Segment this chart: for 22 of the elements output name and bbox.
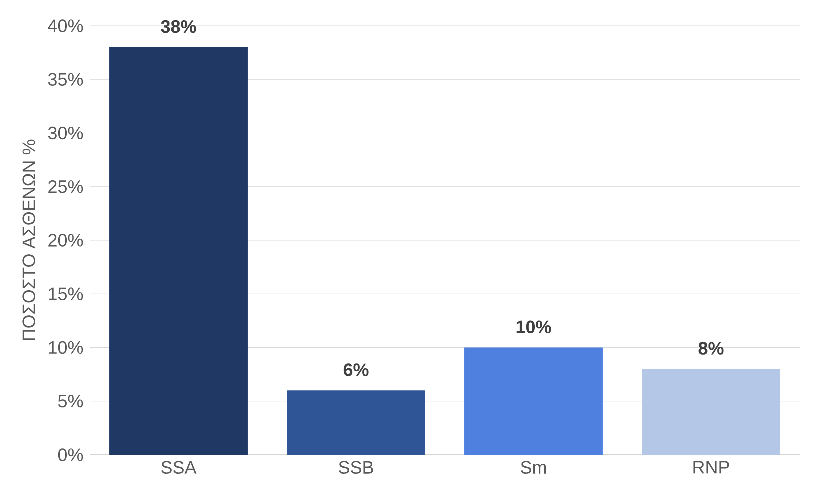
data-label: 8%	[698, 342, 724, 355]
x-tick-label: RNP	[694, 461, 730, 474]
x-tick-label: Sm	[521, 461, 546, 474]
y-tick-label: 20%	[48, 234, 84, 247]
y-tick-label: 30%	[48, 126, 84, 140]
y-tick-label: 35%	[48, 73, 84, 86]
bar	[642, 369, 780, 455]
data-label: 10%	[516, 320, 552, 334]
y-tick-label: 40%	[48, 20, 84, 32]
y-tick-label: 10%	[49, 341, 84, 354]
data-label: 6%	[344, 364, 369, 376]
y-tick-label: 25%	[48, 180, 84, 194]
y-tick-label: 5%	[58, 395, 84, 408]
bar	[464, 348, 603, 455]
y-tick-label: 15%	[49, 288, 84, 300]
y-tick-label: 0%	[58, 448, 84, 462]
bar	[287, 390, 426, 455]
x-tick-label: SSB	[339, 461, 374, 474]
x-tick-label: SSA	[162, 461, 197, 474]
data-label: 38%	[161, 20, 196, 34]
y-axis-title: ΠΟΣΟΣΤΟ ΑΣΘΕΝΩΝ %	[22, 140, 36, 340]
bar	[110, 47, 248, 455]
